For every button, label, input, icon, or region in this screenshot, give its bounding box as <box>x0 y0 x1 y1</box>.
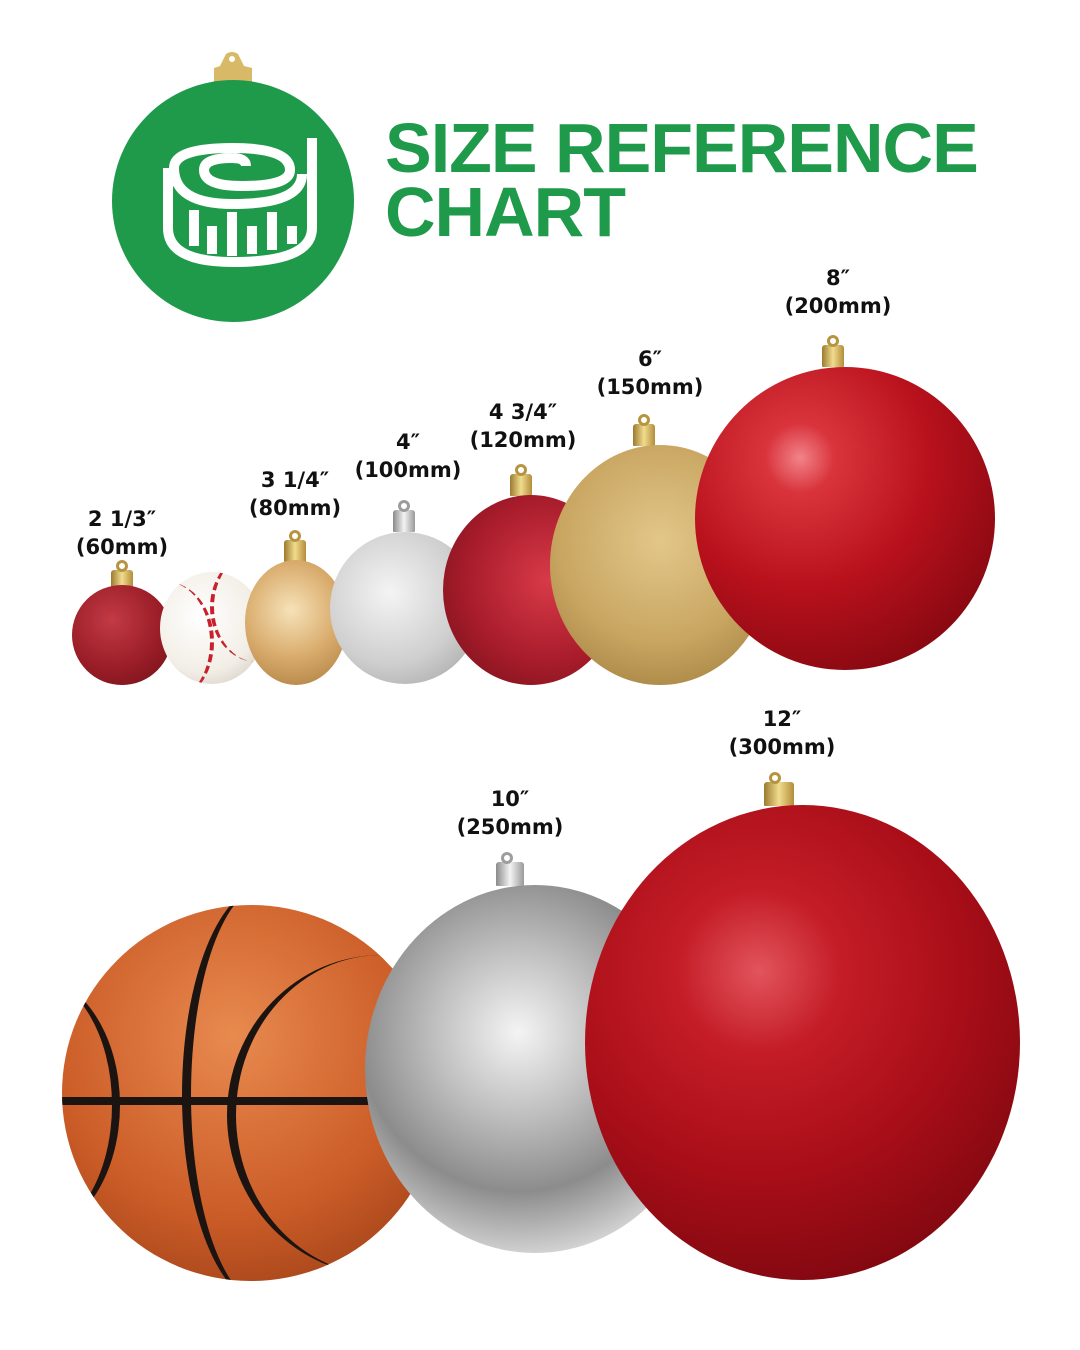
ornament-cap <box>633 414 655 446</box>
size-label-120mm: 4 3/4″ (120mm) <box>469 400 577 452</box>
title-line-2: CHART <box>385 173 626 251</box>
size-label-60mm: 2 1/3″ (60mm) <box>75 507 169 559</box>
ornament-cap <box>764 772 794 806</box>
measuring-tape-icon <box>112 52 354 322</box>
size-label-200mm: 8″ (200mm) <box>784 266 892 318</box>
ornament-80mm-gold <box>245 560 347 685</box>
ornament-300mm-red-shiny <box>585 805 1020 1280</box>
size-label-100mm: 4″ (100mm) <box>354 430 462 482</box>
ornament-cap <box>510 464 532 496</box>
logo <box>112 50 356 322</box>
title-line-1: SIZE REFERENCE <box>385 109 979 187</box>
ornament-200mm-red-shiny <box>695 367 995 670</box>
ornament-cap <box>496 852 524 886</box>
size-label-80mm: 3 1/4″ (80mm) <box>248 468 342 520</box>
ornament-cap <box>284 530 306 562</box>
ornament-60mm-red-glitter <box>72 585 172 685</box>
size-label-250mm: 10″ (250mm) <box>456 787 564 839</box>
ornament-cap <box>822 335 844 367</box>
ornament-cap <box>393 500 415 532</box>
size-label-150mm: 6″ (150mm) <box>596 347 704 399</box>
size-label-300mm: 12″ (300mm) <box>728 707 836 759</box>
